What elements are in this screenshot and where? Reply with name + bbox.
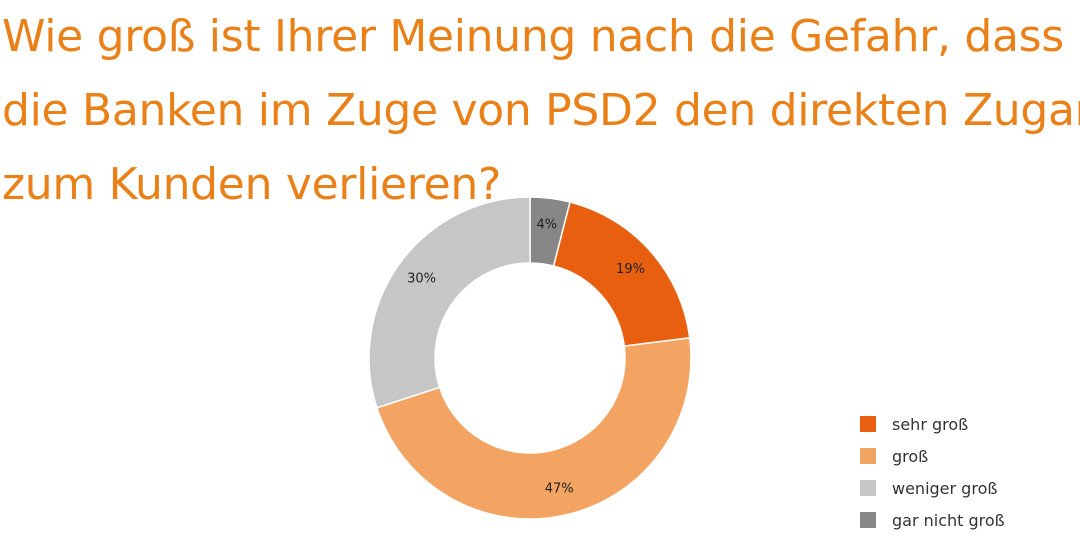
legend: sehr groß groß weniger groß gar nicht gr… bbox=[860, 408, 1005, 536]
legend-label-weniger-gross: weniger groß bbox=[892, 478, 998, 498]
legend-label-gross: groß bbox=[892, 446, 929, 466]
legend-label-gar-nicht-gross: gar nicht groß bbox=[892, 510, 1005, 530]
slice-label-sehr-gross: 19% bbox=[616, 262, 645, 277]
legend-swatch-weniger-gross bbox=[860, 480, 876, 496]
legend-item-sehr-gross: sehr groß bbox=[860, 408, 1005, 440]
legend-item-gross: groß bbox=[860, 440, 1005, 472]
slice-label-gross: 47% bbox=[545, 481, 574, 496]
donut-chart: 4% 19% 47% 30% bbox=[368, 196, 692, 520]
legend-swatch-gross bbox=[860, 448, 876, 464]
chart-title-line-2: die Banken im Zuge von PSD2 den direkten… bbox=[2, 85, 1080, 136]
slice-weniger-gross bbox=[368, 196, 531, 409]
slice-sehr-gross bbox=[552, 201, 691, 347]
legend-swatch-gar-nicht-gross bbox=[860, 512, 876, 528]
chart-title-line-1: Wie groß ist Ihrer Meinung nach die Gefa… bbox=[2, 11, 1064, 62]
chart-title-line-3: zum Kunden verlieren? bbox=[2, 159, 501, 210]
legend-item-weniger-gross: weniger groß bbox=[860, 472, 1005, 504]
slice-gross bbox=[375, 336, 692, 520]
chart-title: Wie groß ist Ihrer Meinung nach die Gefa… bbox=[2, 0, 1080, 222]
slice-label-weniger-gross: 30% bbox=[407, 272, 436, 287]
legend-label-sehr-gross: sehr groß bbox=[892, 414, 969, 434]
slice-label-gar-nicht-gross: 4% bbox=[536, 218, 557, 233]
legend-item-gar-nicht-gross: gar nicht groß bbox=[860, 504, 1005, 536]
legend-swatch-sehr-gross bbox=[860, 416, 876, 432]
